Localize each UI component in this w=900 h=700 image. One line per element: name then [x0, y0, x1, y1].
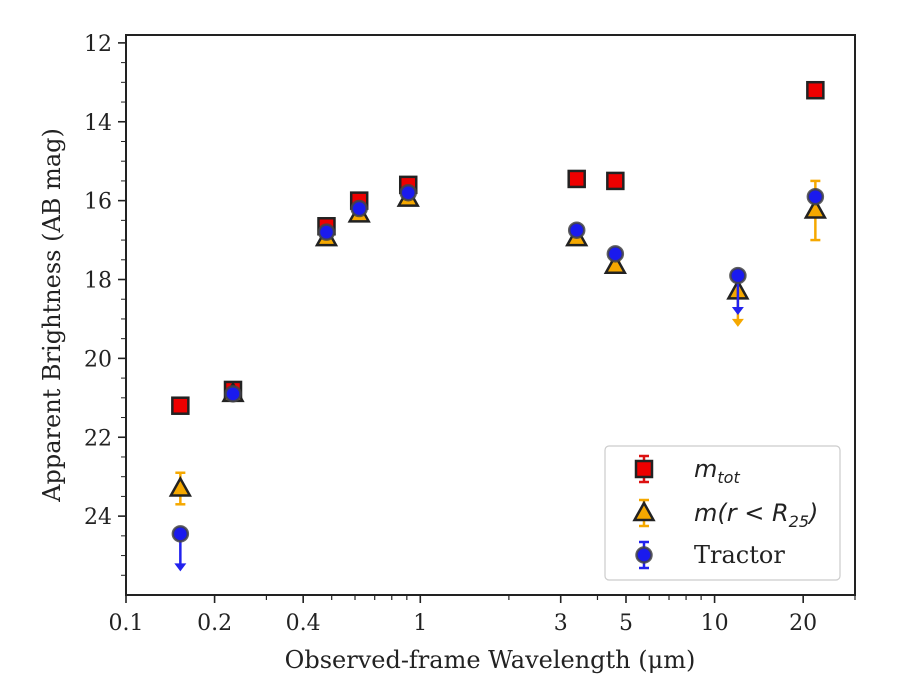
upper-limit-head — [731, 318, 744, 327]
y-tick-label: 14 — [84, 111, 112, 136]
x-tick-label: 5 — [619, 611, 633, 636]
data-point — [317, 223, 336, 241]
legend-label: m(r < R25) — [694, 499, 818, 531]
data-points — [168, 80, 827, 572]
y-tick-label: 22 — [84, 426, 112, 451]
data-point — [606, 245, 625, 263]
data-point — [606, 171, 625, 191]
data-point — [171, 396, 190, 415]
series-square — [171, 80, 825, 415]
marker-square — [606, 171, 625, 191]
data-point — [806, 187, 825, 206]
data-point — [350, 199, 368, 218]
data-point — [806, 80, 825, 100]
data-point — [168, 471, 192, 506]
plot-frame — [125, 34, 856, 596]
y-tick-label: 12 — [84, 32, 112, 57]
y-tick-label: 18 — [84, 269, 112, 294]
legend-box — [604, 445, 841, 581]
x-tick-label: 1 — [413, 611, 427, 636]
marker-square — [171, 396, 190, 415]
legend-entry: m(r < R25) — [632, 498, 818, 531]
marker-circle — [806, 187, 825, 206]
marker-square — [567, 169, 586, 189]
legend-label: mtot — [694, 455, 740, 487]
data-point — [567, 221, 586, 239]
marker-triangle — [803, 197, 827, 219]
upper-limit-head — [731, 307, 744, 315]
legend: mtot m(r < R25) Tractor — [604, 445, 841, 581]
y-tick-label: 16 — [84, 190, 112, 215]
legend-entry: Tractor — [635, 540, 785, 570]
marker-circle — [317, 223, 336, 241]
data-point — [399, 183, 417, 202]
x-tick-label: 3 — [554, 611, 568, 636]
x-tick-label: 0.2 — [197, 611, 232, 636]
marker-circle — [399, 183, 417, 202]
marker-triangle — [168, 475, 192, 497]
marker-triangle — [603, 253, 627, 274]
marker-circle — [350, 199, 368, 218]
x-tick-label: 0.4 — [286, 611, 321, 636]
data-point — [567, 169, 586, 189]
x-tick-label: 10 — [701, 611, 729, 636]
x-axis-label: Observed-frame Wavelength (μm) — [285, 646, 696, 674]
x-tick-label: 20 — [789, 611, 817, 636]
y-tick-label: 20 — [84, 347, 112, 372]
marker-square — [806, 80, 825, 100]
legend-marker — [635, 546, 653, 564]
x-tick-label: 0.1 — [109, 611, 144, 636]
marker-circle — [171, 525, 190, 543]
marker-circle — [606, 245, 625, 263]
axis-ticks: 0.1 0.2 0.4 1 3 5 10 20 12 14 16 18 20 22 24 — [84, 32, 856, 636]
data-point — [171, 525, 190, 572]
marker-circle — [567, 221, 586, 239]
legend-label: Tractor — [694, 541, 785, 569]
legend-marker — [632, 500, 656, 522]
data-point — [224, 385, 242, 403]
series-circle — [171, 183, 825, 572]
legend-marker — [634, 459, 654, 479]
y-axis-label: Apparent Brightness (AB mag) — [38, 128, 66, 503]
marker-circle — [729, 266, 747, 285]
upper-limit-head — [174, 563, 187, 572]
y-tick-label: 24 — [84, 505, 112, 530]
legend-entry: mtot — [634, 454, 740, 487]
data-point — [729, 266, 747, 315]
marker-circle — [224, 385, 242, 403]
